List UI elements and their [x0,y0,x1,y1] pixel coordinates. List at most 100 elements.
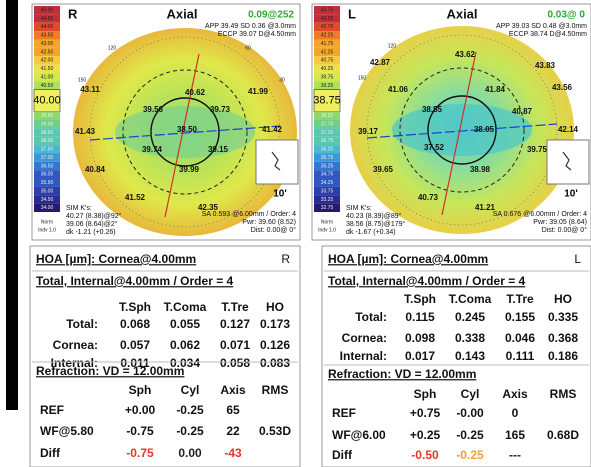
cell: 0.083 [260,356,290,370]
column-header: Axis [502,387,528,401]
hoa-table: HOA [µm]: Cornea@4.00mmLTotal, Internal@… [322,246,591,467]
map-value: 39.75 [527,145,548,154]
scale-label: 34.50 [41,197,54,203]
row-label: Total: [355,310,387,324]
cell: 0.017 [405,349,435,363]
angle-label: 120 [108,45,117,51]
map-value: 38.50 [177,125,198,134]
cell: -0.25 [456,428,484,442]
scale-label: 39.25 [321,83,334,89]
map-type: Axial [166,6,197,21]
row-label: REF [40,403,64,417]
row-label: WF@5.80 [40,424,94,438]
hoa-title: HOA [µm]: Cornea@4.00mm [36,252,196,266]
cell: 0.173 [260,317,290,331]
cell: 0.53D [259,424,291,438]
cell: 0.058 [220,356,250,370]
cell: 0.068 [120,317,150,331]
cell: -0.00 [456,406,484,420]
map-value: 40.84 [85,165,106,174]
cell: 0.368 [548,331,578,345]
row-label: Cornea: [342,331,387,345]
norm: Norm [41,219,53,225]
column-header: T.Sph [119,300,151,314]
angle-label: 30 [279,77,285,83]
cell: 0.098 [405,331,435,345]
cell: 0.115 [405,310,435,324]
simk-line: dk -1.67 (+0.34) [346,229,396,236]
scale-label: 42.75 [321,24,334,30]
scale-label: 38.25 [321,113,334,119]
map-value: 38.05 [474,125,495,134]
map-value: 39.74 [142,145,163,154]
norm: Norm [321,219,333,225]
scale-label: 37.00 [41,155,54,161]
cell: 0.062 [170,338,200,352]
column-header: Sph [414,387,437,401]
scale-label: 33.25 [321,197,334,203]
column-header: RMS [550,387,577,401]
simk-title: SIM K's: [66,205,92,212]
scale-label: 36.25 [321,147,334,153]
scale-label: 37.75 [321,122,334,128]
cell: 0.111 [506,349,535,363]
map-value: 41.06 [388,85,409,94]
cell: -0.25 [176,424,204,438]
scale-label: 34.75 [321,172,334,178]
refraction-title: Refraction: VD = 12.00mm [328,367,476,381]
map-panel: RAxial0.09@252APP 39.49 SD 0.36 @3.0mmEC… [32,4,300,240]
scale-current: 40.00 [33,95,61,107]
map-value: 43.83 [535,61,556,70]
cell: 0.338 [455,331,485,345]
hoa-table: HOA [µm]: Cornea@4.00mmRTotal, Internal@… [30,246,300,467]
cell: 0.057 [120,338,150,352]
hoa-eye: R [281,252,290,266]
hoa-subtitle: Total, Internal@4.00mm / Order = 4 [328,274,526,288]
column-header: HO [554,292,572,306]
inset-label: 10' [564,189,578,200]
column-header: T.Coma [164,300,207,314]
cell: 0.055 [170,317,200,331]
map-value: 39.17 [358,127,379,136]
simk-line: 40.23 (8.39)@89° [346,212,402,220]
map-value: 39.15 [208,145,229,154]
scale-label: 32.75 [321,205,334,211]
simk-title: SIM K's: [346,205,372,212]
indv: Indv 1.0 [38,227,56,233]
scale-label: 42.50 [41,49,54,55]
cell: -43 [224,446,242,460]
map-value: 41.84 [485,85,506,94]
cell: 0.143 [455,349,485,363]
inset-label: 10' [273,189,287,200]
row-label: Diff [332,448,353,462]
map-value: 39.65 [373,165,394,174]
column-header: Cyl [461,387,480,401]
cell: -0.25 [456,448,484,462]
column-header: T.Sph [404,292,436,306]
map-type: Axial [446,6,477,21]
hoa-title: HOA [µm]: Cornea@4.00mm [328,252,488,266]
cell: 0 [512,406,519,420]
angle-label: 150 [78,77,87,83]
column-header: Cyl [181,383,200,397]
simk-line: dk -1.21 (+0.26) [66,229,116,236]
simk-line: 40.27 (8.38)@92° [66,212,122,220]
scale-label: 36.50 [41,163,54,169]
map-value: 41.99 [248,87,269,96]
refraction-title: Refraction: VD = 12.00mm [36,364,184,378]
offset: 0.03@ 0 [547,10,585,21]
scale-label: 43.25 [321,16,334,22]
scale-label: 35.25 [321,163,334,169]
map-value: 39.73 [210,105,231,114]
side-bar [6,0,18,410]
column-header: T.Tre [506,292,534,306]
scale-label: 33.75 [321,188,334,194]
row-label: Total: [66,317,98,331]
cell: 0.126 [260,338,290,352]
pwr-line: Pwr: 39.05 (8.64) [533,219,587,226]
map-value: 39.99 [179,165,200,174]
scale-label: 42.25 [321,33,334,39]
app-line: APP 39.03 SD 0.48 @3.0mm [496,23,587,30]
column-header: Sph [129,383,152,397]
angle-label: 120 [388,43,397,49]
